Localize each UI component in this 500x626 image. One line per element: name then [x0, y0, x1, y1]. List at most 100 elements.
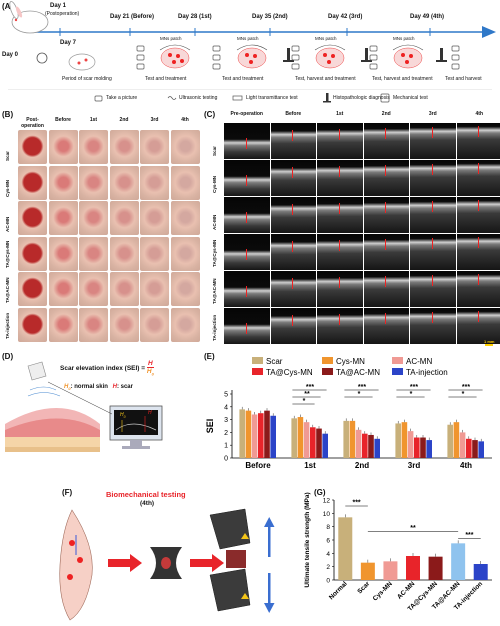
- scar-photo: [170, 201, 200, 235]
- scar-photo: [79, 307, 108, 342]
- scar-photo: [79, 201, 108, 235]
- sig-label: ***: [306, 384, 314, 391]
- bar: [407, 431, 414, 458]
- panel-c-row-header: Scar: [212, 146, 217, 156]
- bar: [428, 556, 443, 580]
- stage-4: Test, harvest and treatment: [372, 76, 433, 82]
- scar-photo: [18, 130, 47, 164]
- ultrasound-image: [224, 197, 270, 233]
- measurement-line: [338, 314, 340, 325]
- measurement-line: [245, 175, 247, 187]
- x-tick-label: 3rd: [408, 461, 421, 470]
- sig-label: *: [410, 391, 413, 398]
- measurement-line: [431, 200, 433, 212]
- sig-label: **: [304, 391, 310, 398]
- x-tick-label: 4th: [460, 461, 472, 470]
- y-tick-label: 1: [224, 443, 228, 450]
- panel-b-row-header: Cys-MN: [5, 179, 10, 197]
- bar: [406, 556, 420, 580]
- panel-g-label: (G): [314, 488, 326, 497]
- bar: [362, 433, 368, 458]
- sig-label: *: [462, 391, 465, 398]
- scar-photo: [170, 272, 200, 306]
- panel-a-label: (A): [2, 2, 14, 11]
- scar-photo: [109, 130, 139, 164]
- legend-swatch: [322, 368, 333, 375]
- scar-photo: [48, 165, 78, 200]
- scale-bar-label: 1 mm: [484, 339, 495, 344]
- ultrasound-image: [270, 271, 316, 307]
- legend-label: Scar: [266, 357, 283, 366]
- x-tick-label: Normal: [328, 580, 349, 601]
- x-tick-label: 1st: [304, 461, 316, 470]
- y-tick-label: 4: [326, 551, 330, 558]
- dish-icon: [36, 52, 48, 64]
- ultrasound-image: [317, 123, 363, 159]
- panel-b-col-header: Before: [55, 117, 71, 123]
- h0-desc: : normal skin: [70, 384, 108, 390]
- legend-picture: Take a picture: [106, 95, 138, 101]
- day28-label: Day 28 (1st): [178, 14, 212, 20]
- ultrasound-image: [317, 308, 363, 344]
- ultrasound-image: [410, 123, 456, 159]
- legend-ultra: Ultrasonic testing: [179, 95, 218, 101]
- panel-c-row-header: AC-MN: [212, 214, 217, 230]
- panel-b-col-header: Post-operation: [21, 117, 44, 129]
- measurement-line: [245, 323, 247, 335]
- bar: [343, 420, 349, 458]
- uts-bar-chart: 0 2 4 6 8 10 12 Ultimate tensile strength (MPa)…: [304, 492, 492, 613]
- ultrasound-image: [363, 160, 409, 196]
- measurement-line: [385, 165, 387, 176]
- h0-symbol: H: [64, 384, 69, 390]
- measurement-line: [431, 274, 433, 286]
- measurement-line: [292, 204, 294, 215]
- ultrasound-image: [410, 160, 456, 196]
- panel-c-row-header: TA@Cys-MN: [212, 239, 217, 267]
- y-tick-label: 2: [326, 564, 330, 571]
- ultrasound-image: [363, 308, 409, 344]
- sig-label: ***: [410, 384, 418, 391]
- bar: [395, 423, 401, 458]
- scar-photo: [140, 165, 169, 200]
- ultrasound-image: [224, 123, 270, 159]
- ultrasound-image: [224, 160, 270, 196]
- bar: [473, 564, 488, 580]
- y-tick-label: 3: [224, 417, 228, 424]
- bar: [239, 409, 245, 458]
- stage-3: Test, harvest and treatment: [295, 76, 356, 82]
- patch-label-3: MNs patch: [315, 36, 337, 41]
- panel-c-row-header: TA-injection: [212, 314, 217, 341]
- measurement-line: [338, 129, 340, 140]
- day7-label: Day 7: [60, 40, 77, 46]
- scar-photo: [18, 272, 47, 306]
- measurement-line: [431, 126, 433, 138]
- panel-b-row-header: TA@Cys-MN: [5, 240, 10, 268]
- sig-label: *: [303, 398, 306, 405]
- panel-c-col-header: 2nd: [381, 111, 391, 117]
- scar-photo: [140, 236, 169, 271]
- measurement-line: [245, 286, 247, 298]
- y-tick-label: 2: [224, 430, 228, 437]
- measurement-line: [338, 203, 340, 214]
- ultrasound-image: [456, 234, 500, 270]
- y-axis-label: Ultimate tensile strength (MPa): [304, 492, 311, 587]
- measurement-line: [478, 199, 480, 211]
- x-tick-label: 2nd: [355, 461, 369, 470]
- scale-bar: [485, 344, 493, 346]
- patch-label-2: MNs patch: [237, 36, 259, 41]
- measurement-line: [431, 237, 433, 249]
- ultrasound-image: [317, 197, 363, 233]
- x-tick-label: AC-MN: [396, 580, 416, 600]
- panel-f-label: (F): [62, 488, 73, 497]
- scar-photo: [170, 130, 200, 164]
- measurement-line: [385, 128, 387, 139]
- panel-b-col-header: 2nd: [119, 117, 129, 123]
- bar: [383, 561, 398, 580]
- scar-photo: [48, 236, 78, 271]
- scar-photo: [79, 165, 108, 200]
- y-tick-label: 8: [326, 524, 330, 531]
- ultrasound-image: [224, 308, 270, 344]
- y-tick-label: 6: [326, 538, 330, 545]
- day35-label: Day 35 (2nd): [252, 14, 288, 20]
- ultrasound-image: [456, 271, 500, 307]
